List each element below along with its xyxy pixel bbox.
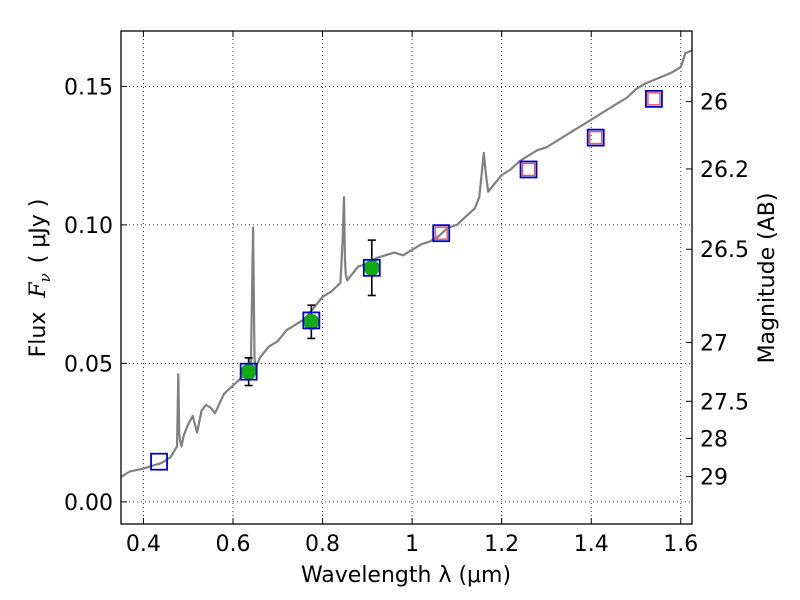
inner-square-marker — [647, 92, 661, 106]
inner-square-marker — [434, 226, 448, 240]
inner-square-marker — [588, 130, 603, 145]
y2-tick-label: 27 — [700, 332, 728, 357]
square-marker — [432, 224, 451, 243]
spectrum-line — [120, 49, 693, 478]
inner-square-marker — [521, 162, 536, 177]
x-tick-label: 1.2 — [484, 532, 519, 557]
x-axis-label: Wavelength λ (μm) — [301, 563, 511, 588]
square-marker — [150, 452, 168, 471]
x-tick-label: 1.6 — [663, 532, 698, 557]
y2-tick-label: 26.5 — [700, 238, 749, 263]
y2-tick-label: 26.2 — [700, 158, 749, 183]
y2-tick-label: 29 — [700, 466, 728, 491]
y2-tick-label: 27.5 — [700, 390, 749, 415]
square-marker — [645, 89, 663, 108]
x-tick-label: 1 — [405, 532, 419, 557]
x-tick-label: 0.4 — [126, 532, 161, 557]
observed-point — [363, 259, 380, 276]
y2-tick-label: 28 — [700, 427, 728, 452]
x-tick-label: 0.8 — [305, 532, 340, 557]
observed-point — [240, 363, 257, 380]
square-marker — [239, 362, 258, 381]
plot-frame — [120, 30, 693, 525]
y-axis-label: FluxFν( μJy ) — [26, 199, 54, 358]
square-marker — [586, 128, 605, 147]
square-marker — [362, 258, 381, 277]
y-tick-label: 0.15 — [64, 75, 113, 100]
grid-layer — [121, 31, 692, 524]
square-marker — [302, 311, 321, 330]
y-tick-label: 0.05 — [64, 352, 113, 377]
x-tick-label: 1.4 — [574, 532, 609, 557]
tick-layer: 0.4 0.6 0.8 1 1.2 1.4 1.6 0.00 0.05 0.10 0.15 26 26.… — [64, 31, 749, 557]
y-tick-label: 0.00 — [64, 491, 113, 516]
observed-point — [303, 313, 320, 330]
y2-tick-label: 26 — [700, 91, 728, 116]
x-tick-label: 0.6 — [215, 532, 250, 557]
y-tick-label: 0.10 — [64, 214, 113, 239]
square-marker — [519, 160, 538, 179]
y2-axis-label: Magnitude (AB) — [755, 193, 780, 364]
series-layer — [120, 49, 693, 478]
